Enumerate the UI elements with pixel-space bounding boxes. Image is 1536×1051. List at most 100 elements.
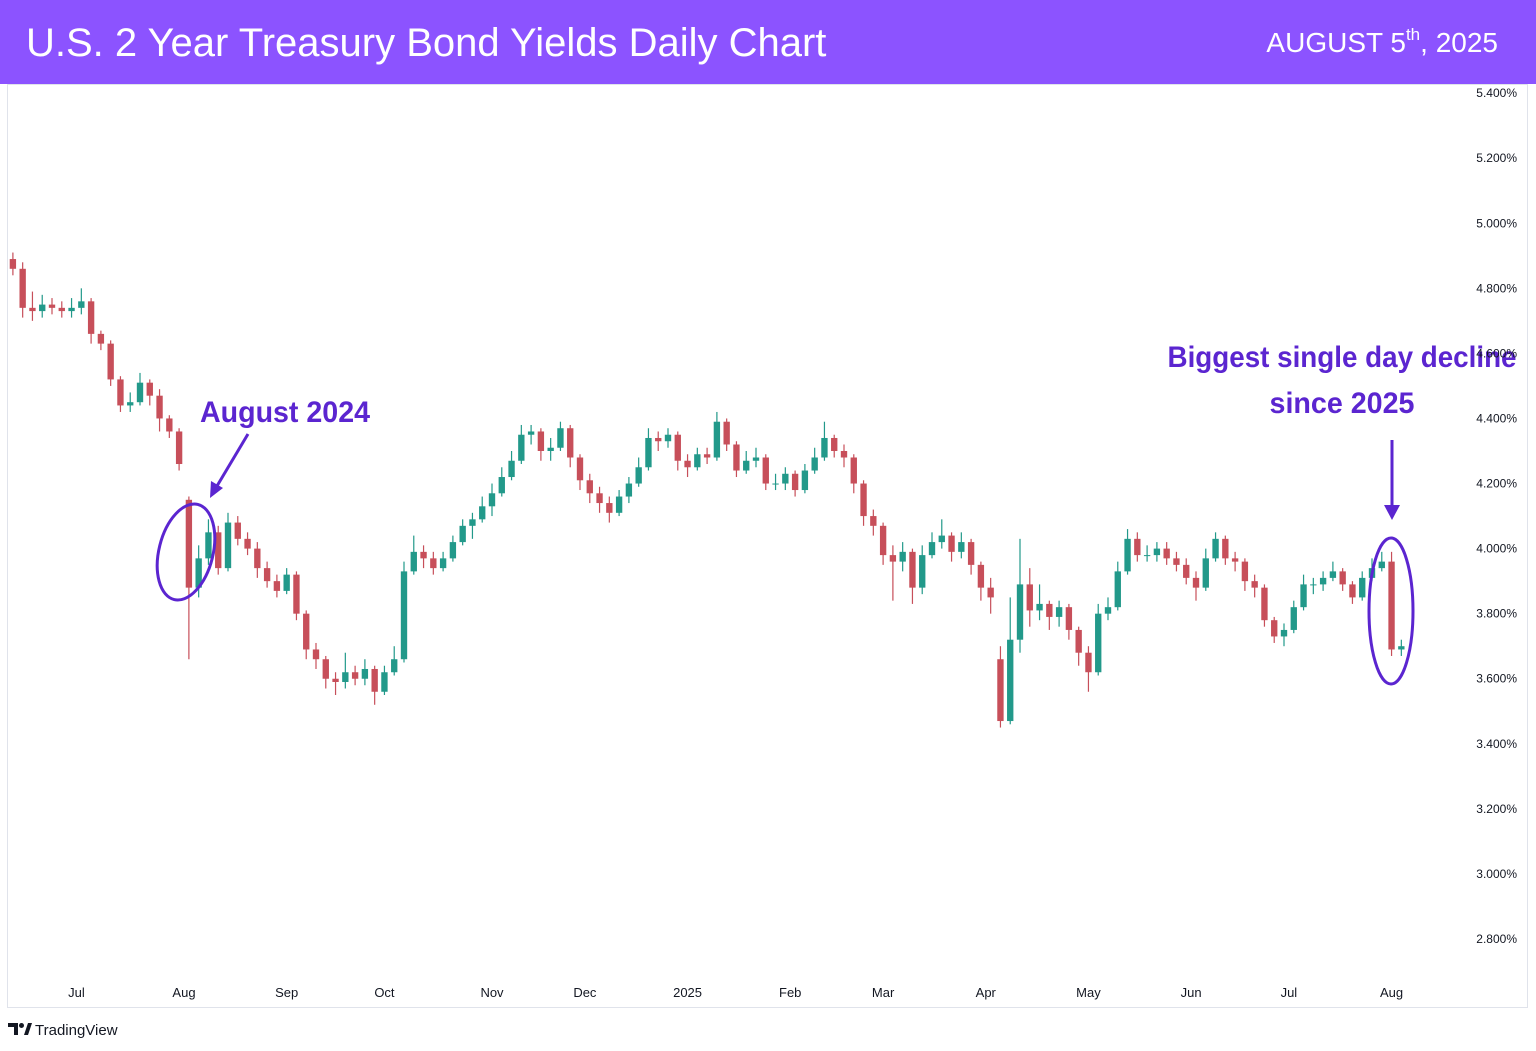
highlight-ellipse <box>155 502 217 602</box>
x-tick-label: Aug <box>1380 985 1403 1000</box>
candle-body <box>664 434 672 442</box>
candle-body <box>1398 646 1405 650</box>
candle-body <box>1134 538 1141 556</box>
candle-body <box>479 506 486 520</box>
candle-body <box>136 382 144 403</box>
candle-body <box>127 402 134 406</box>
candle-body <box>1388 561 1395 650</box>
candle-body <box>1378 561 1385 569</box>
candle-body <box>635 467 642 484</box>
plot-frame <box>7 84 1528 1008</box>
y-tick-label: 3.400% <box>1476 737 1517 751</box>
candle-body <box>351 672 359 679</box>
date-label: AUGUST 5th, 2025 <box>1266 25 1498 58</box>
candle-body <box>371 668 378 692</box>
candle-body <box>615 496 623 513</box>
annotation: Biggest single day decline <box>1168 341 1517 374</box>
candle-body <box>1349 584 1356 598</box>
candle-body <box>733 444 740 471</box>
candle-body <box>723 421 730 445</box>
candle-body <box>1280 629 1288 637</box>
x-tick-label: Jul <box>68 985 85 1000</box>
page-title: U.S. 2 Year Treasury Bond Yields Daily C… <box>26 21 826 65</box>
candle-body <box>244 538 251 549</box>
y-tick-label: 3.600% <box>1476 672 1517 686</box>
candle-body <box>29 307 36 312</box>
x-tick-label: Sep <box>275 985 298 1000</box>
candle-body <box>97 333 105 344</box>
y-tick-label: 2.800% <box>1476 932 1517 946</box>
candle-body <box>938 535 945 543</box>
candle-body <box>1173 558 1180 565</box>
candle-body <box>156 395 163 419</box>
candle-body <box>684 460 691 468</box>
candle-body <box>1329 571 1337 578</box>
annotation-arrow <box>215 433 250 487</box>
brand-name: TradingView <box>35 1022 118 1039</box>
candle-body <box>175 431 183 465</box>
candle-body <box>234 522 241 539</box>
candle-body <box>488 493 496 507</box>
date-superscript: th <box>1406 25 1420 44</box>
candle-body <box>860 483 867 517</box>
candle-body <box>107 343 114 380</box>
candle-body <box>997 659 1004 722</box>
candle-body <box>439 558 447 569</box>
candle-body <box>117 379 124 406</box>
candle-body <box>1222 538 1229 559</box>
candle-body <box>879 525 887 556</box>
y-tick-label: 4.400% <box>1476 411 1517 425</box>
candle-body <box>606 503 613 513</box>
candle-body <box>967 542 975 565</box>
annotation: since 2025 <box>1270 387 1415 420</box>
candle-body <box>1290 607 1297 630</box>
candle-body <box>899 551 906 562</box>
y-tick-label: 3.800% <box>1476 607 1517 621</box>
candle-body <box>948 535 955 552</box>
candle-body <box>928 542 936 556</box>
y-tick-label: 3.000% <box>1476 867 1517 881</box>
candle-body <box>498 477 505 494</box>
candle-body <box>1192 577 1200 588</box>
x-tick-label: May <box>1076 985 1101 1000</box>
candle-body <box>273 581 281 591</box>
candle-body <box>195 558 202 588</box>
y-tick-label: 4.600% <box>1476 346 1517 360</box>
candle-body <box>547 447 554 451</box>
candle-body <box>1251 581 1258 588</box>
candle-body <box>391 659 398 673</box>
candle-body <box>1124 538 1131 572</box>
y-tick-label: 5.200% <box>1476 151 1517 165</box>
candle-body <box>1104 607 1112 614</box>
candle-body <box>1143 555 1151 557</box>
candle-body <box>1339 571 1346 585</box>
candle-body <box>987 587 994 598</box>
candle-body <box>694 454 701 468</box>
candle-body <box>625 483 633 497</box>
candle-body <box>811 457 818 471</box>
candle-body <box>430 558 437 569</box>
candle-body <box>1007 639 1014 722</box>
candle-body <box>1183 564 1190 578</box>
candle-body <box>322 659 329 679</box>
candle-body <box>977 564 985 588</box>
candle-body <box>87 301 95 334</box>
candle-body <box>703 454 711 458</box>
candle-body <box>821 437 828 458</box>
candle-body <box>332 678 339 682</box>
candle-body <box>9 259 17 269</box>
candle-body <box>1026 584 1033 611</box>
candles <box>9 252 1405 728</box>
candle-body <box>254 548 261 569</box>
candle-body <box>1310 584 1317 586</box>
header-bar <box>0 0 1536 84</box>
y-tick-label: 3.200% <box>1476 802 1517 816</box>
candle-body <box>1359 577 1366 598</box>
candle-body <box>361 668 369 679</box>
x-tick-label: Nov <box>480 985 504 1000</box>
candle-body <box>567 428 574 458</box>
candle-body <box>762 457 769 484</box>
candle-body <box>146 382 153 396</box>
arrow-head <box>1384 505 1400 520</box>
